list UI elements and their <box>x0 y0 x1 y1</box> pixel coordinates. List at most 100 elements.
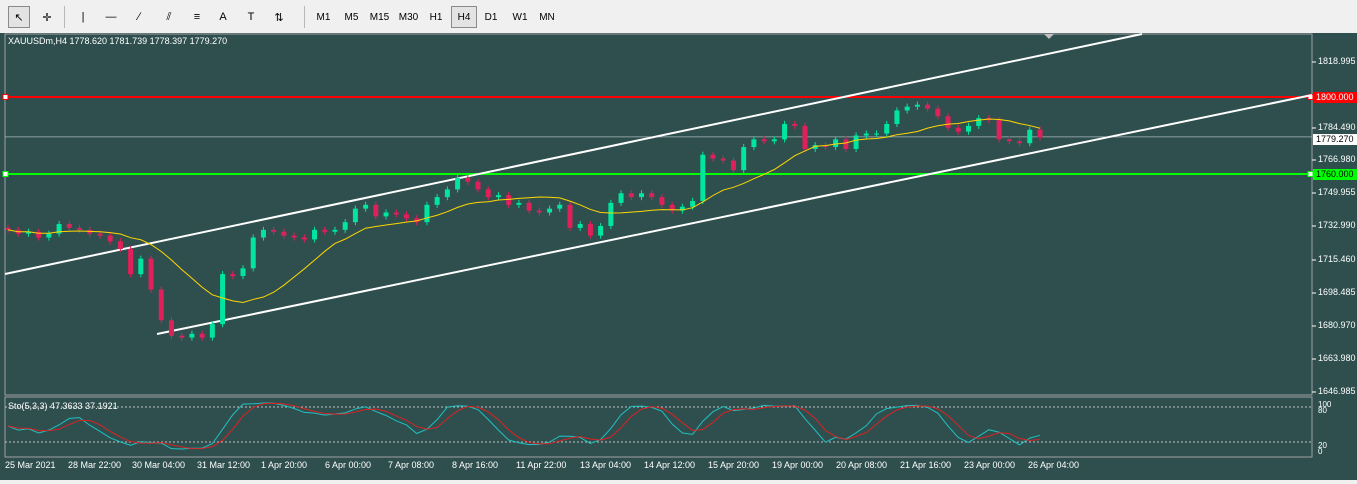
price-axis-label: 1646.985 <box>1318 386 1356 396</box>
candle-body <box>250 237 256 269</box>
time-axis-label: 11 Apr 22:00 <box>516 460 567 470</box>
candle-body <box>649 193 655 198</box>
candle-body <box>179 335 185 338</box>
candle-body <box>97 233 103 236</box>
time-axis-label: 30 Mar 04:00 <box>132 460 186 470</box>
candle-body <box>271 229 277 232</box>
stochastic-axis-label: 0 <box>1318 447 1323 456</box>
candle-body <box>373 204 379 217</box>
candle-body <box>659 197 665 205</box>
candle-body <box>771 139 777 142</box>
candle-body <box>751 139 757 148</box>
stochastic-panel-frame <box>4 396 1313 458</box>
candle-body <box>996 120 1002 140</box>
candle-body <box>485 189 491 198</box>
candle-body <box>352 208 358 223</box>
timeframe-w1-button[interactable]: W1 <box>512 11 528 23</box>
candle-body <box>516 202 522 205</box>
chart-area[interactable]: XAUUSDm,H4 1778.620 1781.739 1778.397 17… <box>0 33 1357 484</box>
timeframe-m15-button[interactable]: M15 <box>369 11 390 23</box>
time-axis-label: 15 Apr 20:00 <box>708 460 760 470</box>
cursor-icon[interactable]: ↖ <box>8 6 30 28</box>
candle-body <box>587 224 593 236</box>
timeframe-h1-button[interactable]: H1 <box>429 11 443 23</box>
candle-body <box>976 118 982 126</box>
chart-shift-marker <box>1044 34 1054 39</box>
candle-body <box>730 160 736 171</box>
candle-body <box>761 139 767 142</box>
arrows-icon[interactable]: ⇅ <box>274 11 284 24</box>
candle-body <box>363 204 369 209</box>
candle-body <box>526 202 532 211</box>
candle-body <box>669 204 675 211</box>
candle-body <box>66 224 72 228</box>
candle-body <box>199 333 205 338</box>
time-axis-label: 1 Apr 20:00 <box>261 460 308 470</box>
time-axis-label: 26 Apr 04:00 <box>1028 460 1080 470</box>
trendline-icon[interactable]: ∕ <box>138 11 140 23</box>
candle-body <box>904 106 910 111</box>
timeframe-mn-button[interactable]: MN <box>539 11 555 23</box>
candle-body <box>741 147 747 171</box>
candle-body <box>782 123 788 140</box>
candle-body <box>322 229 328 232</box>
candle-body <box>567 204 573 228</box>
candle-body <box>424 204 430 223</box>
candle-body <box>312 229 318 240</box>
candle-body <box>444 189 450 198</box>
candle-body <box>342 222 348 230</box>
candle-body <box>628 193 634 198</box>
candle-body <box>506 195 512 205</box>
timeframe-m30-button[interactable]: M30 <box>398 11 419 23</box>
stochastic-label: Sto(5,3,3) 47.3633 37.1921 <box>8 401 118 411</box>
candle-body <box>301 237 307 240</box>
candle-body <box>36 231 42 238</box>
candle-body <box>230 274 236 277</box>
candle-body <box>138 258 144 275</box>
candle-body <box>260 229 266 238</box>
fibonacci-icon[interactable]: ≡ <box>193 11 201 23</box>
time-axis-label: 8 Apr 16:00 <box>452 460 499 470</box>
timeframe-m5-button[interactable]: M5 <box>344 11 359 23</box>
bottom-bar <box>0 480 1357 484</box>
candle-body <box>383 212 389 217</box>
candle-body <box>965 125 971 132</box>
candle-body <box>1037 129 1043 138</box>
timeframe-h4-button[interactable]: H4 <box>451 6 477 28</box>
text-icon[interactable]: A <box>219 11 227 23</box>
candle-body <box>281 231 287 236</box>
candle-body <box>853 135 859 149</box>
stochastic-axis-label: 100 <box>1318 400 1332 409</box>
timeframe-d1-button[interactable]: D1 <box>484 11 498 23</box>
main-panel-frame <box>4 33 1313 396</box>
candle-body <box>863 133 869 136</box>
candle-body <box>25 231 31 234</box>
candle-body <box>1017 141 1023 144</box>
candle-body <box>332 229 338 232</box>
candle-body <box>475 181 481 190</box>
candle-body <box>812 145 818 149</box>
moving-average-line <box>7 118 1041 304</box>
crosshair-icon[interactable]: ✛ <box>42 11 52 24</box>
stochastic-main-line <box>7 402 1041 450</box>
vertical-line-icon[interactable]: | <box>81 11 85 23</box>
candle-body <box>148 258 154 290</box>
chart-canvas[interactable] <box>0 33 1357 484</box>
support-price-tag: 1760.000 <box>1313 169 1357 180</box>
text-label-icon[interactable]: T <box>247 11 255 23</box>
time-axis-label: 28 Mar 22:00 <box>68 460 122 470</box>
candle-body <box>77 227 83 230</box>
candle-body <box>46 233 52 238</box>
toolbar: ↖ ✛ | — ∕ ⫽ ≡ A T ⇅ M1 M5 M15 M30 H1 H4 D1 W1 MN <box>0 0 865 34</box>
candle-body <box>547 208 553 213</box>
candle-body <box>107 235 113 242</box>
price-axis-label: 1749.955 <box>1318 187 1356 197</box>
candle-body <box>618 193 624 203</box>
time-axis-label: 19 Apr 00:00 <box>772 460 824 470</box>
candle-body <box>209 324 215 338</box>
candle-body <box>455 177 461 190</box>
timeframe-m1-button[interactable]: M1 <box>316 11 331 23</box>
horizontal-line-icon[interactable]: — <box>105 11 117 23</box>
level-anchor <box>2 171 9 177</box>
equidistant-channel-icon[interactable]: ⫽ <box>166 10 172 23</box>
